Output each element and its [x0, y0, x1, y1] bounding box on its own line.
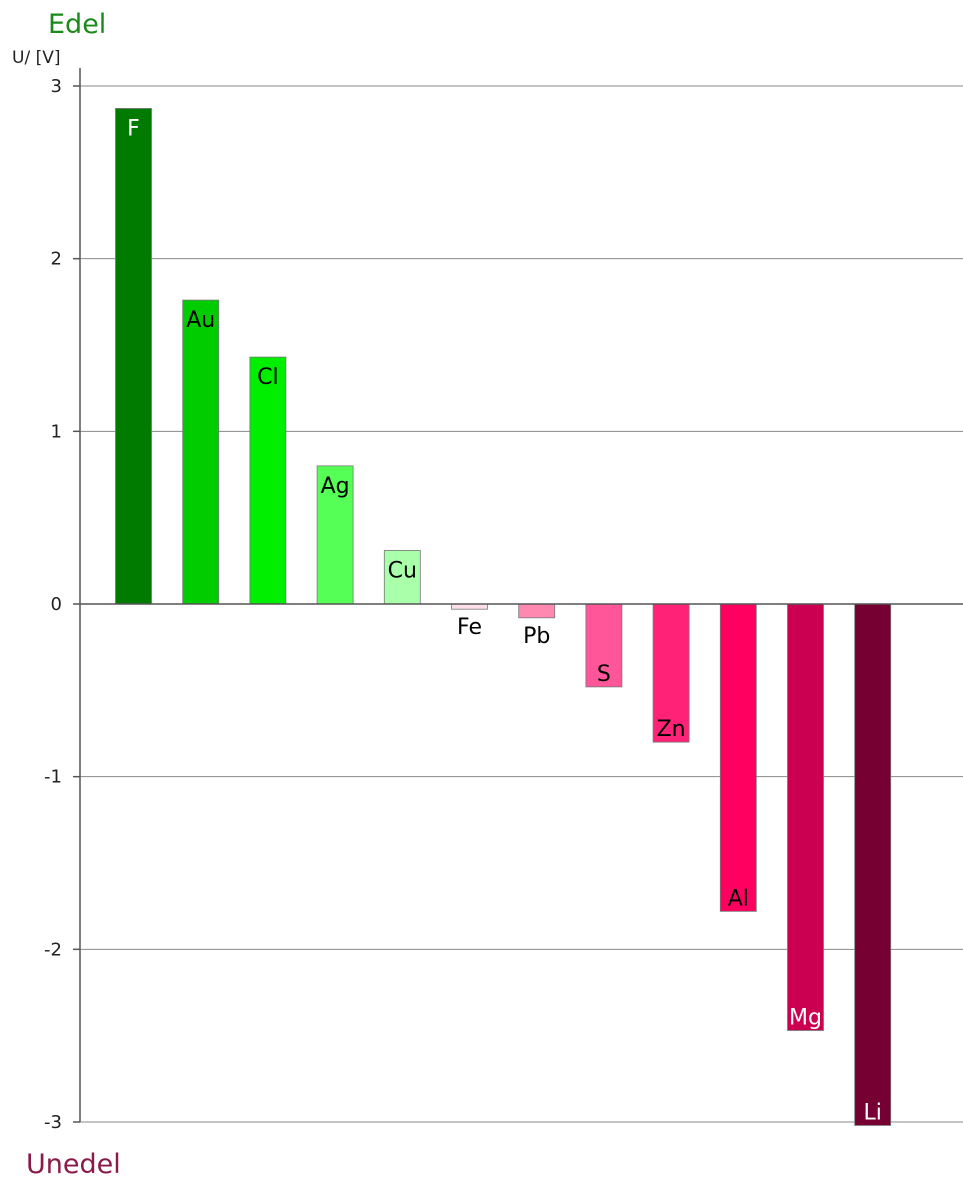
- bar-al: [719, 603, 757, 912]
- bar-label-fe: Fe: [457, 615, 482, 640]
- bar-label-f: F: [127, 116, 140, 141]
- bar-label-ag: Ag: [321, 474, 350, 499]
- bar-label-zn: Zn: [657, 717, 686, 742]
- bar-label-cl: Cl: [257, 365, 278, 390]
- y-tick-label: -2: [44, 939, 62, 960]
- y-tick-label: 0: [51, 594, 62, 615]
- bar-label-li: Li: [864, 1100, 882, 1125]
- bar-ag: [316, 465, 354, 605]
- bottom-label: Unedel: [26, 1149, 121, 1180]
- bar-label-cu: Cu: [388, 558, 417, 583]
- bar-mg: [787, 603, 824, 1031]
- bar-fe: [451, 603, 488, 610]
- y-tick-label: -1: [44, 767, 62, 788]
- y-tick-label: -3: [44, 1112, 62, 1133]
- bar-au: [182, 299, 220, 605]
- y-tick-labels: 3 2 1 0 -1 -2 -3: [44, 76, 80, 1133]
- bar-li: [854, 603, 892, 1126]
- y-tick-label: 1: [51, 421, 62, 442]
- y-tick-label: 2: [51, 249, 62, 270]
- bar-zn: [652, 603, 690, 743]
- bar-f: [115, 108, 152, 605]
- bar-pb: [518, 603, 556, 619]
- bar-label-au: Au: [186, 308, 215, 333]
- bar-label-mg: Mg: [789, 1005, 822, 1030]
- y-axis-label: U/ [V]: [12, 48, 60, 68]
- bar-label-s: S: [597, 662, 611, 687]
- bar-label-pb: Pb: [523, 624, 550, 649]
- bar-cl: [249, 356, 287, 605]
- y-tick-label: 3: [51, 76, 62, 97]
- chart-title: Edel: [48, 9, 106, 40]
- bar-label-al: Al: [728, 886, 749, 911]
- bar-labels: F Au Cl Ag Cu Fe Pb S Zn Al Mg Li: [127, 116, 882, 1125]
- bar-s: [585, 603, 623, 688]
- bars: [115, 108, 892, 1126]
- gridlines: [80, 85, 963, 1123]
